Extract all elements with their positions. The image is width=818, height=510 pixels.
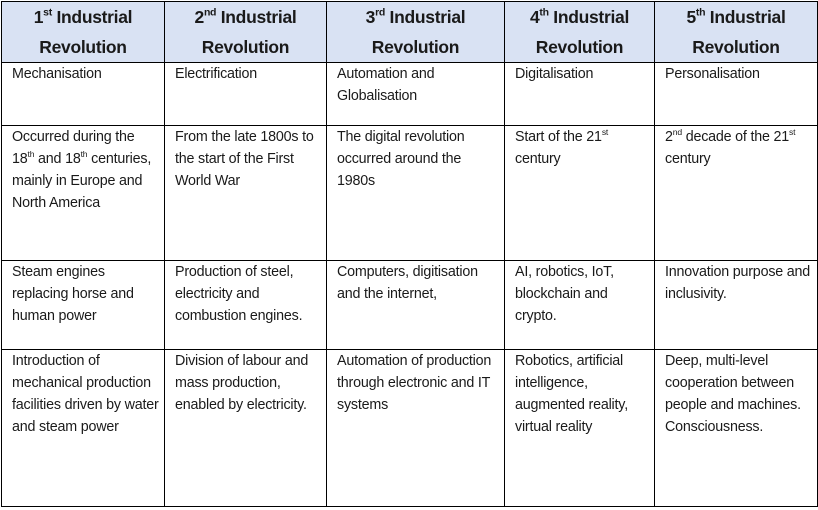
text-segment: Steam engines replacing horse and human … (12, 264, 134, 324)
text-segment: Industrial Revolution (692, 7, 786, 57)
table-cell: Steam engines replacing horse and human … (1, 260, 165, 350)
column-header-4: 4th Industrial Revolution (504, 1, 655, 63)
table-row: Steam engines replacing horse and human … (1, 260, 818, 350)
text-segment: Industrial Revolution (39, 7, 133, 57)
superscript: th (80, 149, 88, 159)
table-cell: Start of the 21st century (504, 125, 655, 261)
text-segment: Computers, digitisation and the internet… (337, 264, 478, 302)
text-segment: Introduction of mechanical production fa… (12, 353, 159, 435)
table-row: Occurred during the 18th and 18th centur… (1, 125, 818, 261)
text-segment: Electrification (175, 66, 258, 82)
column-header-5: 5th Industrial Revolution (654, 1, 818, 63)
table-cell: Mechanisation (1, 62, 165, 126)
text-segment: Automation of production through electro… (337, 353, 492, 413)
table-cell: Computers, digitisation and the internet… (326, 260, 505, 350)
text-segment: Division of labour and mass production, … (175, 353, 309, 413)
text-segment: Digitalisation (515, 66, 594, 82)
table-cell: Personalisation (654, 62, 818, 126)
superscript: st (43, 6, 52, 19)
text-segment: 2 (194, 7, 205, 27)
column-header-1: 1st Industrial Revolution (1, 1, 165, 63)
table-row: Introduction of mechanical production fa… (1, 349, 818, 507)
text-segment: decade of the 21 (681, 129, 790, 145)
superscript: st (789, 127, 796, 137)
table-cell: 2nd decade of the 21st century (654, 125, 818, 261)
table-cell: Electrification (164, 62, 327, 126)
superscript: th (695, 6, 706, 19)
text-segment: Occurred during the 18 (12, 129, 135, 167)
text-segment: Robotics, artificial intelligence, augme… (515, 353, 628, 435)
text-segment: Automation and Globalisation (337, 66, 435, 104)
text-segment: Production of steel, electricity and com… (175, 264, 303, 324)
text-segment: AI, robotics, IoT, blockchain and crypto… (515, 264, 614, 324)
column-header-3: 3rd Industrial Revolution (326, 1, 505, 63)
table-cell: Production of steel, electricity and com… (164, 260, 327, 350)
table-cell: Occurred during the 18th and 18th centur… (1, 125, 165, 261)
text-segment: centuries, mainly in Europe and North Am… (12, 151, 152, 211)
table-cell: Digitalisation (504, 62, 655, 126)
superscript: nd (672, 127, 682, 137)
text-segment: Start of the 21 (515, 129, 602, 145)
superscript: rd (375, 6, 385, 19)
table-cell: Innovation purpose and inclusivity. (654, 260, 818, 350)
text-segment: 3 (365, 7, 376, 27)
table-cell: AI, robotics, IoT, blockchain and crypto… (504, 260, 655, 350)
table-cell: Introduction of mechanical production fa… (1, 349, 165, 507)
table-cell: The digital revolution occurred around t… (326, 125, 505, 261)
text-segment: Industrial Revolution (201, 7, 297, 57)
text-segment: and 18 (34, 151, 81, 167)
table-row: Mechanisation Electrification Automation a… (1, 62, 818, 126)
table-cell: Division of labour and mass production, … (164, 349, 327, 507)
text-segment: Industrial Revolution (371, 7, 466, 57)
text-segment: Industrial Revolution (535, 7, 630, 57)
text-segment: 2 (665, 129, 673, 145)
table-cell: Robotics, artificial intelligence, augme… (504, 349, 655, 507)
text-segment: 5 (686, 7, 696, 27)
text-segment: 1 (33, 7, 44, 27)
text-segment: 4 (529, 7, 540, 27)
table-cell: From the late 1800s to the start of the … (164, 125, 327, 261)
text-segment: The digital revolution occurred around t… (337, 129, 465, 189)
header-row: 1st Industrial Revolution 2nd Industrial … (1, 1, 818, 63)
text-segment: century (665, 151, 711, 167)
text-segment: Innovation purpose and inclusivity. (665, 264, 811, 302)
superscript: th (539, 6, 549, 19)
text-segment: Personalisation (665, 66, 760, 82)
table-cell: Automation and Globalisation (326, 62, 505, 126)
text-segment: From the late 1800s to the start of the … (175, 129, 314, 189)
table-cell: Deep, multi-level cooperation between pe… (654, 349, 818, 507)
superscript: st (601, 127, 609, 137)
superscript: nd (203, 6, 217, 19)
text-segment: Mechanisation (12, 66, 102, 82)
table-cell: Automation of production through electro… (326, 349, 505, 507)
column-header-2: 2nd Industrial Revolution (164, 1, 327, 63)
text-segment: Deep, multi-level cooperation between pe… (665, 353, 801, 435)
superscript: th (27, 149, 35, 159)
text-segment: century (515, 151, 561, 167)
